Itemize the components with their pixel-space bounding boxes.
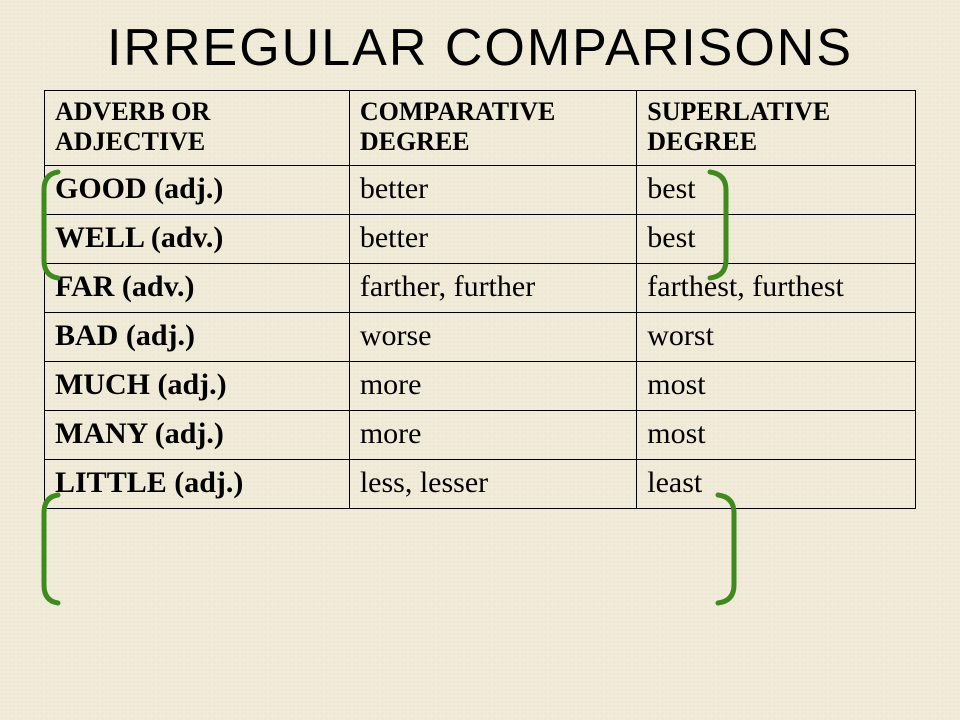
col-header-word: ADVERB OR ADJECTIVE <box>45 91 350 166</box>
col-header-comparative: COMPARATIVE DEGREE <box>349 91 636 166</box>
table-row: MUCH (adj.) more most <box>45 362 916 411</box>
table-body: GOOD (adj.) better best WELL (adv.) bett… <box>45 166 916 509</box>
cell-comparative: more <box>349 362 636 411</box>
cell-word: GOOD (adj.) <box>45 166 350 215</box>
comparison-table: ADVERB OR ADJECTIVE COMPARATIVE DEGREE S… <box>44 90 916 509</box>
slide-page: IRREGULAR COMPARISONS ADVERB OR ADJECTIV… <box>0 0 960 720</box>
cell-comparative: more <box>349 411 636 460</box>
table-row: BAD (adj.) worse worst <box>45 313 916 362</box>
table-row: LITTLE (adj.) less, lesser least <box>45 460 916 509</box>
cell-word: LITTLE (adj.) <box>45 460 350 509</box>
cell-superlative: most <box>637 411 916 460</box>
cell-superlative: best <box>637 215 916 264</box>
cell-word: BAD (adj.) <box>45 313 350 362</box>
cell-superlative: worst <box>637 313 916 362</box>
cell-superlative: least <box>637 460 916 509</box>
cell-word: FAR (adv.) <box>45 264 350 313</box>
table-row: MANY (adj.) more most <box>45 411 916 460</box>
cell-superlative: farthest, furthest <box>637 264 916 313</box>
cell-word: MANY (adj.) <box>45 411 350 460</box>
cell-comparative: farther, further <box>349 264 636 313</box>
cell-comparative: better <box>349 215 636 264</box>
annotation-bracket-icon <box>718 495 734 603</box>
cell-comparative: worse <box>349 313 636 362</box>
table-header-row: ADVERB OR ADJECTIVE COMPARATIVE DEGREE S… <box>45 91 916 166</box>
col-header-superlative: SUPERLATIVE DEGREE <box>637 91 916 166</box>
cell-word: MUCH (adj.) <box>45 362 350 411</box>
table-row: GOOD (adj.) better best <box>45 166 916 215</box>
cell-word: WELL (adv.) <box>45 215 350 264</box>
cell-comparative: less, lesser <box>349 460 636 509</box>
table-row: WELL (adv.) better best <box>45 215 916 264</box>
table-row: FAR (adv.) farther, further farthest, fu… <box>45 264 916 313</box>
cell-comparative: better <box>349 166 636 215</box>
slide-title: IRREGULAR COMPARISONS <box>44 18 916 78</box>
cell-superlative: most <box>637 362 916 411</box>
cell-superlative: best <box>637 166 916 215</box>
annotation-bracket-icon <box>44 495 58 603</box>
